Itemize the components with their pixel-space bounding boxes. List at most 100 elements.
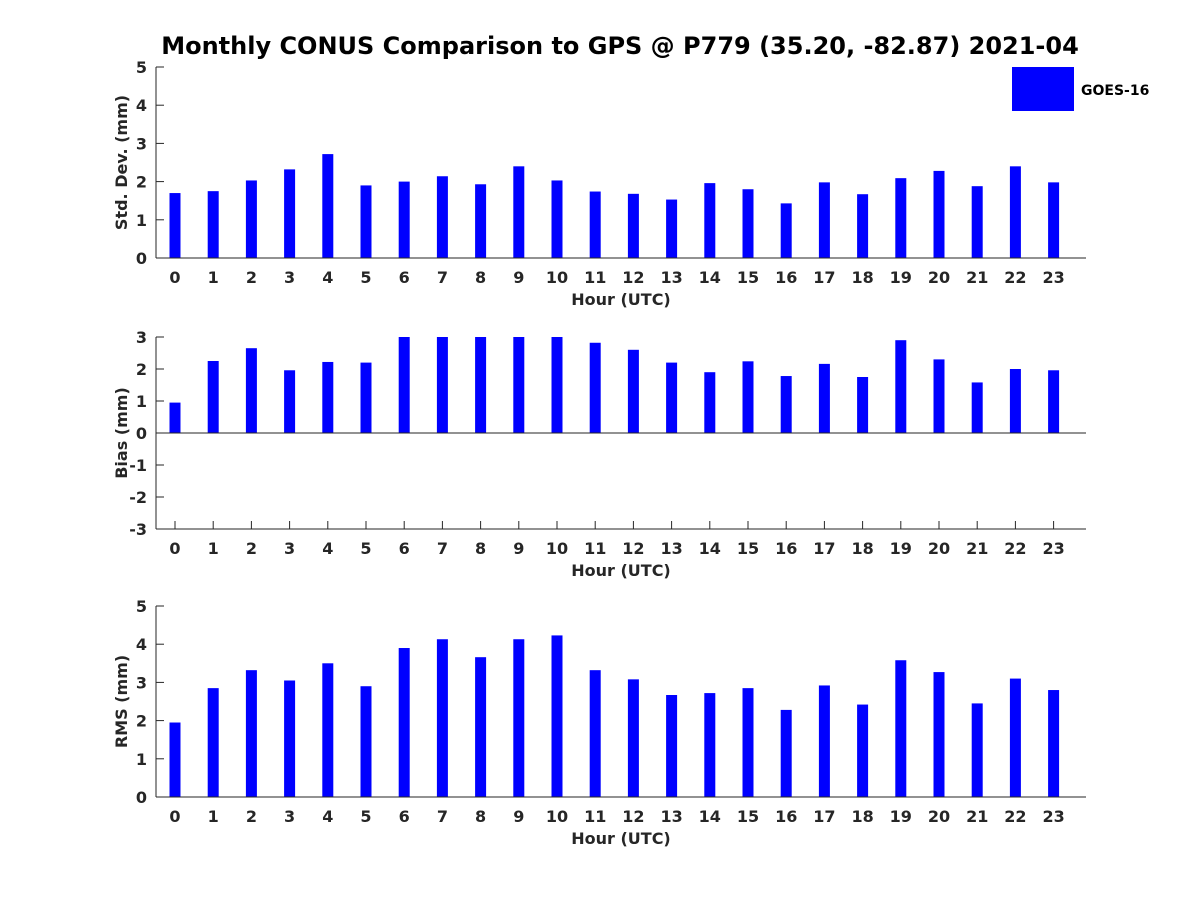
std-dev-x-tick-label: 20 bbox=[928, 268, 950, 287]
rms-x-tick-label: 22 bbox=[1004, 807, 1026, 826]
bias-x-tick-label: 19 bbox=[890, 539, 912, 558]
bias-x-tick-label: 13 bbox=[660, 539, 682, 558]
rms-bar bbox=[322, 663, 334, 797]
rms-bar bbox=[551, 635, 563, 797]
rms-x-tick-label: 13 bbox=[660, 807, 682, 826]
std-dev-x-tick-label: 10 bbox=[546, 268, 568, 287]
std-dev-bar bbox=[551, 180, 563, 258]
rms-bar bbox=[742, 688, 754, 797]
rms-bar bbox=[245, 670, 257, 797]
bias-x-tick-label: 23 bbox=[1042, 539, 1064, 558]
rms-bar bbox=[1048, 690, 1060, 797]
rms-x-tick-label: 19 bbox=[890, 807, 912, 826]
std-dev-x-tick-label: 16 bbox=[775, 268, 797, 287]
std-dev-x-tick-label: 1 bbox=[208, 268, 219, 287]
std-dev-bar bbox=[933, 170, 945, 258]
bias-x-tick-label: 16 bbox=[775, 539, 797, 558]
bias-x-tick-label: 11 bbox=[584, 539, 606, 558]
std-dev-x-tick-label: 6 bbox=[399, 268, 410, 287]
rms-x-tick-label: 10 bbox=[546, 807, 568, 826]
std-dev-x-tick-label: 13 bbox=[660, 268, 682, 287]
rms-x-tick-label: 1 bbox=[208, 807, 219, 826]
bias-bar bbox=[436, 337, 448, 433]
bias-bar bbox=[704, 372, 716, 433]
bias-bar bbox=[780, 376, 792, 433]
bias-bar bbox=[398, 337, 410, 433]
std-dev-y-tick-label: 5 bbox=[136, 58, 147, 77]
rms-bar bbox=[169, 722, 181, 797]
rms-x-tick-label: 18 bbox=[851, 807, 873, 826]
legend: GOES-16 bbox=[1012, 67, 1149, 111]
bias-y-tick-label: 2 bbox=[136, 360, 147, 379]
bias-y-tick-label: 0 bbox=[136, 424, 147, 443]
rms-x-tick-label: 15 bbox=[737, 807, 759, 826]
rms-y-tick-label: 1 bbox=[136, 750, 147, 769]
std-dev-bar bbox=[857, 194, 869, 258]
bias-bar bbox=[627, 349, 639, 433]
bias-bar bbox=[245, 348, 257, 433]
rms-y-tick-label: 2 bbox=[136, 712, 147, 731]
bias-y-tick-label: -3 bbox=[129, 520, 147, 539]
rms-y-tick-label: 4 bbox=[136, 635, 147, 654]
bias-bar bbox=[933, 359, 945, 433]
bias-y-tick-label: -2 bbox=[129, 488, 147, 507]
std-dev-bar bbox=[666, 199, 678, 258]
std-dev-bar bbox=[971, 186, 983, 258]
bias-x-tick-label: 3 bbox=[284, 539, 295, 558]
bias-bar bbox=[551, 337, 563, 433]
rms-y-tick-label: 0 bbox=[136, 788, 147, 807]
rms-y-tick-label: 5 bbox=[136, 597, 147, 616]
rms-bar bbox=[360, 686, 372, 797]
rms-x-tick-label: 8 bbox=[475, 807, 486, 826]
std-dev-x-tick-label: 0 bbox=[169, 268, 180, 287]
rms-x-tick-label: 2 bbox=[246, 807, 257, 826]
bias-bar bbox=[207, 361, 219, 433]
std-dev-x-tick-label: 22 bbox=[1004, 268, 1026, 287]
bias-x-tick-label: 2 bbox=[246, 539, 257, 558]
bias-bar bbox=[818, 363, 830, 433]
rms-bar bbox=[475, 657, 487, 797]
std-dev-x-tick-label: 2 bbox=[246, 268, 257, 287]
rms-bar bbox=[513, 639, 525, 797]
bias-x-tick-label: 8 bbox=[475, 539, 486, 558]
bias-y-tick-label: 3 bbox=[136, 328, 147, 347]
rms-bar bbox=[818, 685, 830, 797]
legend-label: GOES-16 bbox=[1081, 83, 1149, 99]
bias-x-tick-label: 10 bbox=[546, 539, 568, 558]
rms-bar bbox=[704, 693, 716, 797]
bias-bar bbox=[513, 337, 525, 433]
std-dev-y-tick-label: 0 bbox=[136, 249, 147, 268]
std-dev-bar bbox=[436, 176, 448, 258]
rms-y-axis-label: RMS (mm) bbox=[112, 655, 131, 748]
std-dev-bar bbox=[704, 183, 716, 258]
std-dev-x-tick-label: 11 bbox=[584, 268, 606, 287]
rms-bar bbox=[666, 695, 678, 797]
bias-bar bbox=[971, 382, 983, 433]
rms-x-tick-label: 17 bbox=[813, 807, 835, 826]
std-dev-x-tick-label: 19 bbox=[890, 268, 912, 287]
bias-y-axis-label: Bias (mm) bbox=[112, 387, 131, 479]
rms-bar bbox=[1009, 678, 1021, 797]
std-dev-x-tick-label: 3 bbox=[284, 268, 295, 287]
rms-x-tick-label: 11 bbox=[584, 807, 606, 826]
chart-title: Monthly CONUS Comparison to GPS @ P779 (… bbox=[161, 32, 1079, 60]
std-dev-x-tick-label: 21 bbox=[966, 268, 988, 287]
bias-x-tick-label: 4 bbox=[322, 539, 333, 558]
bias-x-axis-label: Hour (UTC) bbox=[571, 561, 671, 580]
rms-x-tick-label: 4 bbox=[322, 807, 333, 826]
rms-bar bbox=[207, 688, 219, 797]
rms-bar bbox=[857, 704, 869, 797]
std-dev-bar bbox=[627, 193, 639, 258]
rms-bar bbox=[589, 670, 601, 797]
rms-x-tick-label: 9 bbox=[513, 807, 524, 826]
rms-x-tick-label: 14 bbox=[699, 807, 721, 826]
bias-y-tick-label: -1 bbox=[129, 456, 147, 475]
bias-bar bbox=[589, 342, 601, 433]
std-dev-bar bbox=[1009, 166, 1021, 258]
std-dev-x-tick-label: 9 bbox=[513, 268, 524, 287]
rms-x-tick-label: 6 bbox=[399, 807, 410, 826]
bias-bar bbox=[1048, 370, 1060, 433]
rms-x-tick-label: 20 bbox=[928, 807, 950, 826]
